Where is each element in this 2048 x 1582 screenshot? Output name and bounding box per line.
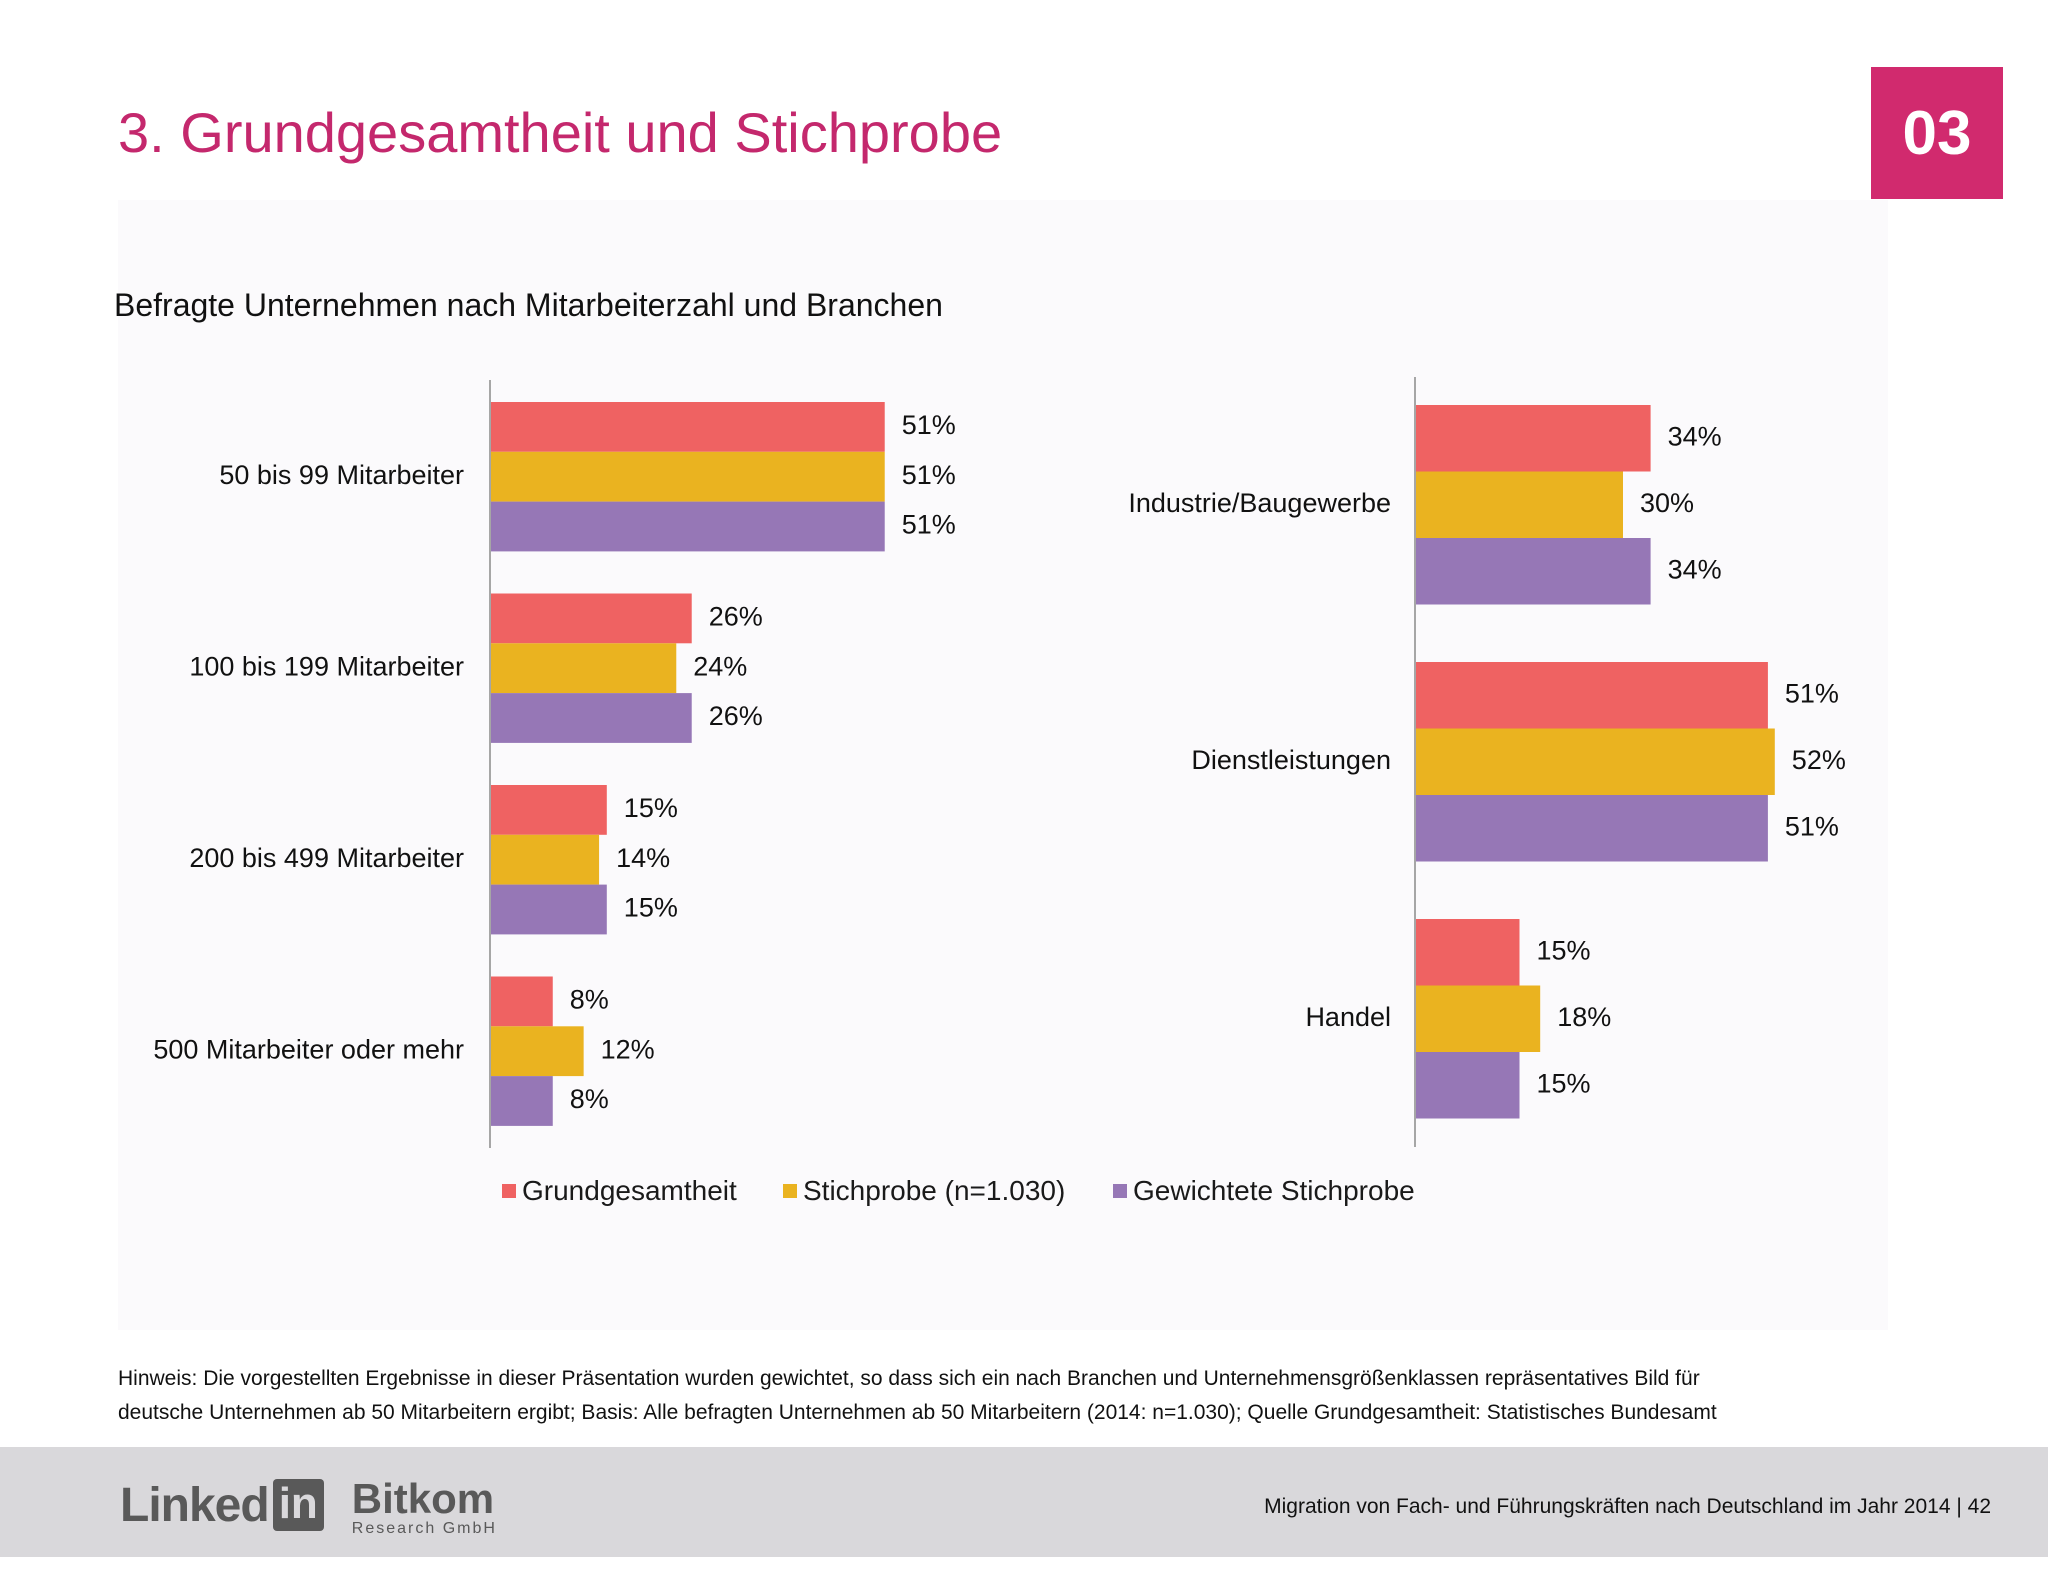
legend-label: Stichprobe (n=1.030)	[803, 1175, 1066, 1206]
data-label: 18%	[1557, 1002, 1611, 1032]
bar	[491, 834, 600, 885]
data-label: 51%	[902, 410, 956, 440]
data-label: 24%	[693, 651, 747, 681]
footnote-line-2: deutsche Unternehmen ab 50 Mitarbeitern …	[118, 1401, 1717, 1424]
footer-bar: Linked in Bitkom Research GmbH Migration…	[0, 1447, 2048, 1557]
bar	[491, 402, 885, 452]
bar	[491, 501, 885, 552]
bar	[491, 1076, 553, 1126]
legend-swatch-icon	[1113, 1184, 1127, 1198]
data-label: 15%	[1537, 1068, 1591, 1098]
linkedin-bitkom-logo: Linked in Bitkom Research GmbH	[120, 1475, 497, 1539]
data-label: 51%	[1785, 678, 1839, 708]
footer-text: Migration von Fach- und Führungskräften …	[1264, 1495, 1991, 1518]
linkedin-in-icon: in	[272, 1479, 324, 1531]
bar	[491, 884, 607, 935]
data-label: 8%	[570, 1084, 609, 1114]
data-label: 12%	[601, 1034, 655, 1064]
bar	[491, 593, 692, 644]
legend-label: Grundgesamtheit	[522, 1175, 737, 1206]
bar	[1416, 662, 1768, 729]
category-label: Industrie/Baugewerbe	[1128, 488, 1391, 518]
bar	[1416, 919, 1520, 986]
data-label: 8%	[570, 985, 609, 1015]
legend-swatch-icon	[783, 1184, 797, 1198]
bitkom-logo-subtext: Research GmbH	[351, 1520, 497, 1537]
page-title: 3. Grundgesamtheit und Stichprobe	[118, 101, 1003, 164]
data-label: 15%	[624, 893, 678, 923]
category-label: 100 bis 199 Mitarbeiter	[189, 651, 464, 681]
category-label: Handel	[1305, 1002, 1391, 1032]
data-label: 26%	[709, 602, 763, 632]
bar	[491, 976, 553, 1027]
data-label: 26%	[709, 701, 763, 731]
data-label: 51%	[1785, 811, 1839, 841]
bar	[491, 643, 677, 694]
category-label: Dienstleistungen	[1191, 745, 1391, 775]
category-label: 50 bis 99 Mitarbeiter	[219, 460, 464, 490]
legend-item-grundgesamtheit: Grundgesamtheit	[502, 1175, 737, 1207]
data-label: 52%	[1792, 745, 1846, 775]
data-label: 51%	[902, 510, 956, 540]
legend-item-stichprobe: Stichprobe (n=1.030)	[783, 1175, 1065, 1207]
bar	[491, 451, 885, 502]
legend-item-gewichtete-stichprobe: Gewichtete Stichprobe	[1113, 1175, 1415, 1207]
data-label: 14%	[616, 843, 670, 873]
data-label: 34%	[1668, 421, 1722, 451]
logo-linked-text: Linked	[120, 1479, 270, 1532]
bar	[1416, 1052, 1520, 1119]
chart-legend: Grundgesamtheit Stichprobe (n=1.030) Gew…	[0, 1175, 2048, 1221]
data-label: 15%	[1537, 935, 1591, 965]
chart-subtitle: Befragte Unternehmen nach Mitarbeiterzah…	[114, 287, 943, 323]
bitkom-logo: Bitkom Research GmbH	[351, 1475, 497, 1539]
bitkom-logo-text: Bitkom	[351, 1475, 495, 1522]
bar	[491, 1026, 584, 1077]
bar	[1416, 471, 1623, 538]
bar	[491, 785, 607, 835]
footnote: Hinweis: Die vorgestellten Ergebnisse in…	[118, 1362, 1918, 1430]
footnote-line-1: Hinweis: Die vorgestellten Ergebnisse in…	[118, 1367, 1700, 1390]
category-label: 200 bis 499 Mitarbeiter	[189, 843, 464, 873]
legend-swatch-icon	[502, 1184, 516, 1198]
bar	[1416, 405, 1651, 472]
legend-label: Gewichtete Stichprobe	[1133, 1175, 1415, 1206]
section-badge: 03	[1871, 67, 2003, 199]
bar	[1416, 538, 1651, 605]
data-label: 30%	[1640, 488, 1694, 518]
data-label: 51%	[902, 460, 956, 490]
data-label: 34%	[1668, 554, 1722, 584]
data-label: 15%	[624, 793, 678, 823]
category-label: 500 Mitarbeiter oder mehr	[153, 1034, 464, 1064]
bar	[491, 693, 692, 743]
bar	[1416, 728, 1775, 795]
bar	[1416, 795, 1768, 862]
bar	[1416, 985, 1541, 1052]
